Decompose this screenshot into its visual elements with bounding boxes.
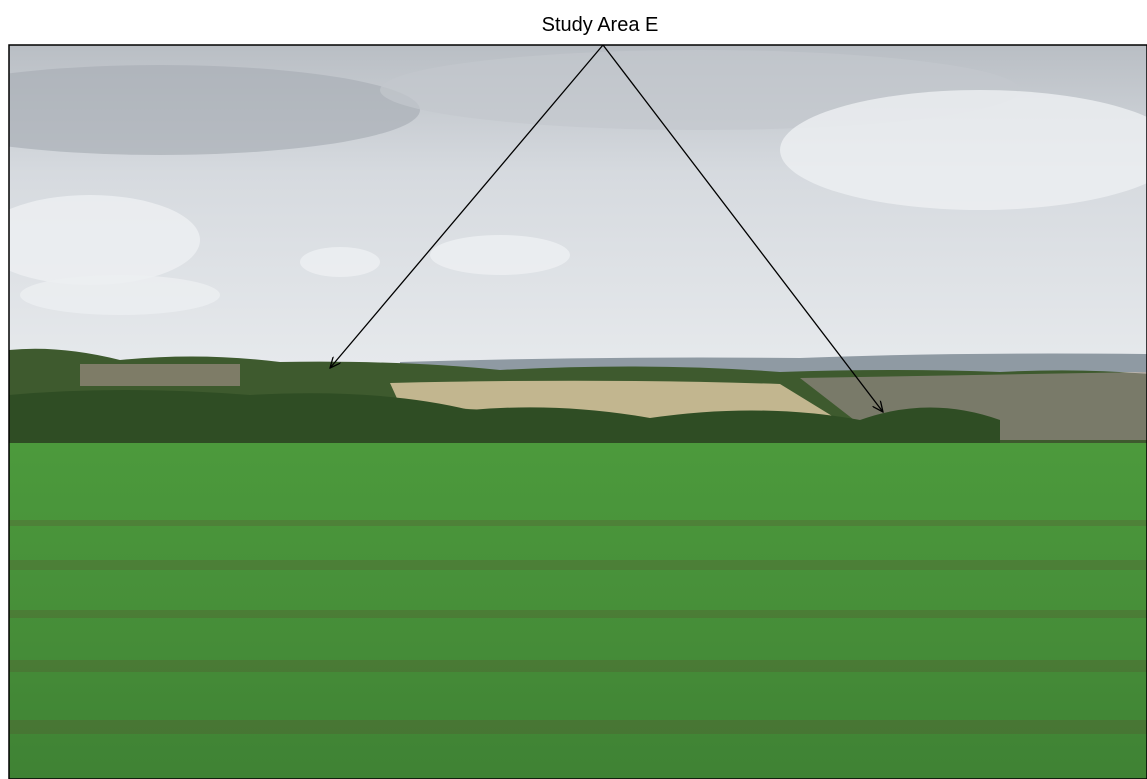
cloud	[300, 247, 380, 277]
annotation-label: Study Area E	[0, 14, 1147, 37]
houses	[80, 364, 240, 386]
cloud	[430, 235, 570, 275]
annotated-photo	[0, 0, 1147, 779]
photo	[0, 45, 1147, 779]
cloud	[20, 275, 220, 315]
page: Study Area E (() => { const data = JSON.…	[0, 0, 1147, 779]
